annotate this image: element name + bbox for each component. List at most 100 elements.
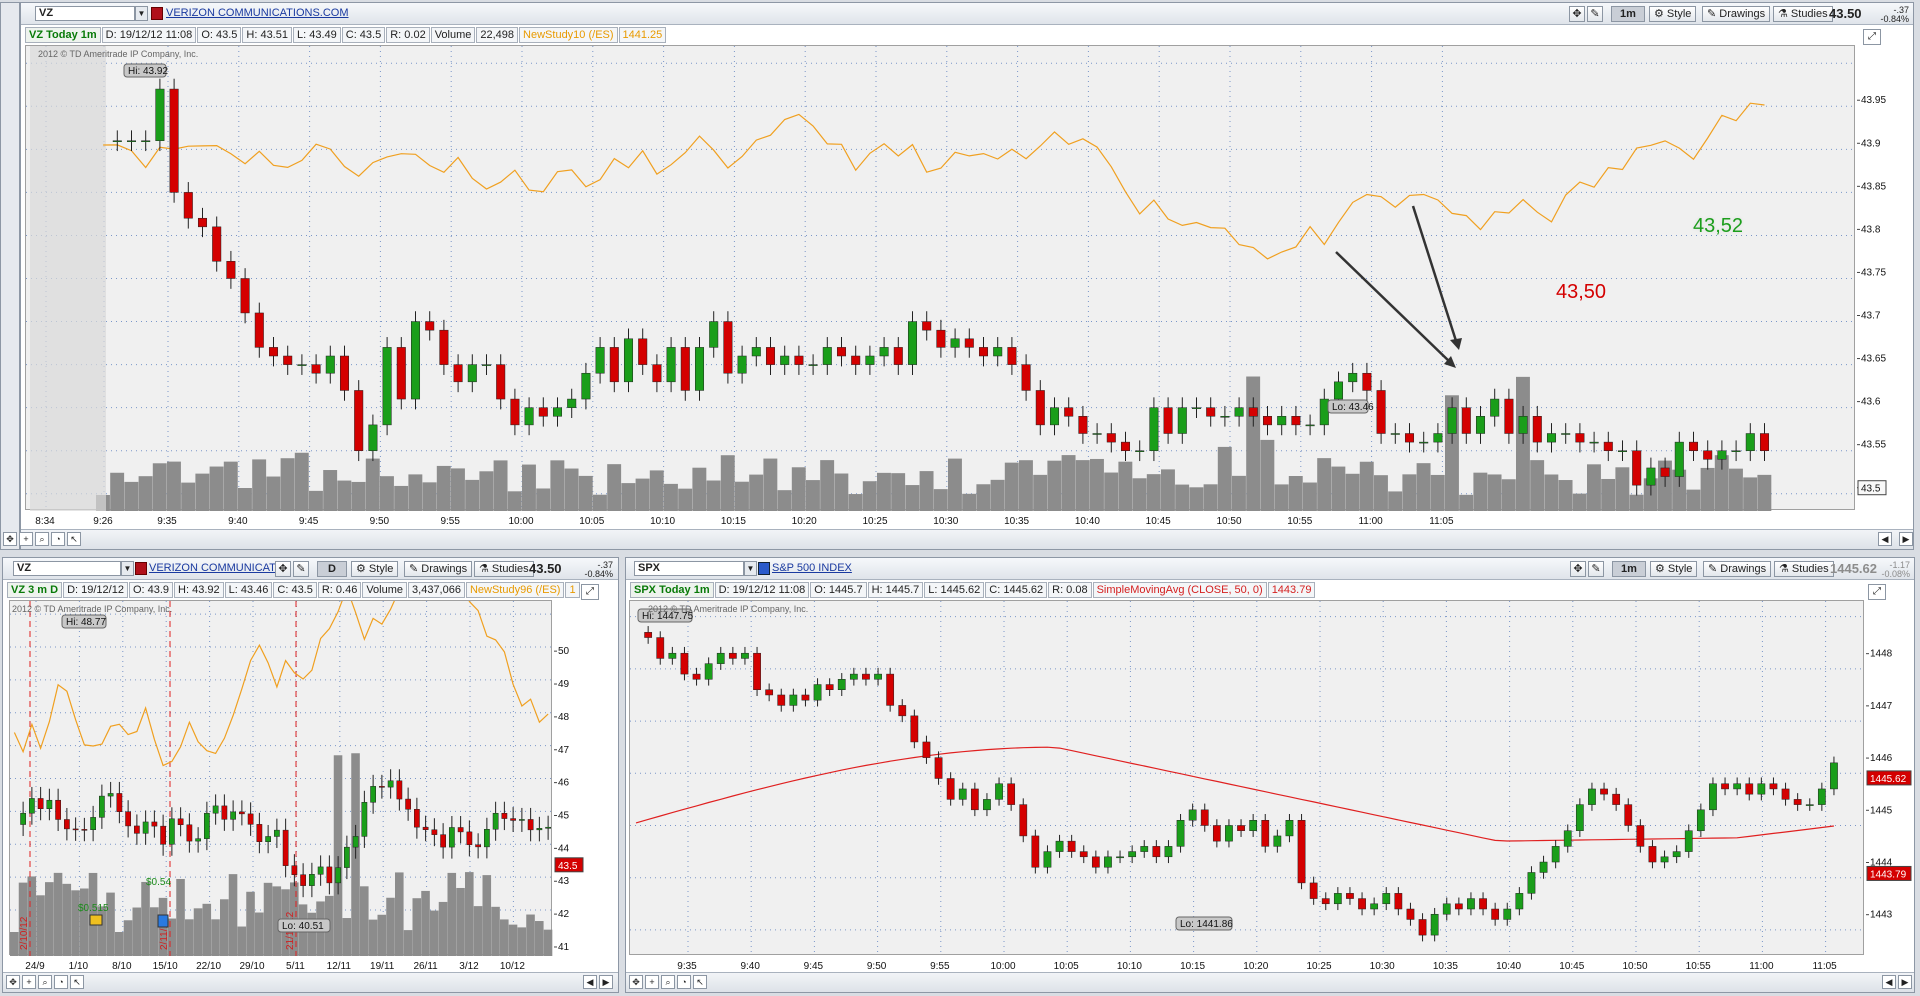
candle-body xyxy=(457,827,464,833)
br-comment-icon[interactable]: ◔ xyxy=(677,975,691,989)
volume-bar xyxy=(1388,491,1403,511)
zoom-in-icon[interactable]: + xyxy=(19,532,33,546)
bl-info-volume-label: Volume xyxy=(362,582,408,598)
br-pan-icon[interactable]: ✥ xyxy=(629,975,643,989)
volume-bar xyxy=(88,872,98,956)
candle-body xyxy=(716,652,725,664)
br-description-link[interactable]: S&P 500 INDEX xyxy=(772,562,852,574)
br-chart-settings-icon[interactable]: ⤢ xyxy=(1868,584,1886,600)
bl-drawings-button[interactable]: ✎ Drawings xyxy=(404,561,473,577)
style-button[interactable]: ⚙ Style xyxy=(1649,6,1697,22)
br-chart-name: SPX Today 1m xyxy=(630,582,714,598)
volume-bar xyxy=(456,887,465,956)
candle-body xyxy=(1603,441,1613,451)
bl-pointer-icon[interactable]: ↖ xyxy=(70,975,84,989)
candle-body xyxy=(414,809,420,828)
br-scroll-left-icon[interactable]: ◀ xyxy=(1882,975,1896,989)
pointer-icon[interactable]: ↖ xyxy=(67,532,81,546)
price-tick-label: 43.85 xyxy=(1861,181,1886,192)
candle-body xyxy=(652,364,662,383)
candle-body xyxy=(1248,407,1258,417)
br-crosshair-icon[interactable]: ✥ xyxy=(1570,561,1586,577)
volume-bar xyxy=(862,481,877,511)
link-flag-icon[interactable] xyxy=(151,7,163,20)
top-scroll-left-icon[interactable]: ◀ xyxy=(1878,532,1892,546)
br-symbol-input[interactable]: SPX xyxy=(634,561,744,576)
br-zoom-icon[interactable]: ⌕ xyxy=(661,975,675,989)
time-tick-label: 10:05 xyxy=(1054,961,1079,972)
bl-crosshair-icon[interactable]: ✥ xyxy=(275,561,291,577)
candle-body xyxy=(765,347,776,365)
top-plot-area[interactable]: Hi: 43.92 Lo: 43.46 2012 © TD Ameritrade … xyxy=(25,45,1856,511)
bl-style-button[interactable]: ⚙ Style xyxy=(351,561,399,577)
candle-body xyxy=(922,741,931,758)
drawing-tool-icon[interactable]: ✎ xyxy=(1587,6,1603,22)
candle-body xyxy=(1769,783,1778,790)
br-style-button[interactable]: ⚙ Style xyxy=(1650,561,1698,577)
timeframe-button[interactable]: 1m xyxy=(1611,6,1645,22)
bl-chart-settings-icon[interactable]: ⤢ xyxy=(581,584,599,600)
br-scroll-right-icon[interactable]: ▶ xyxy=(1898,975,1912,989)
br-chart-svg: Hi: 1447.75 Lo: 1441.86 xyxy=(630,601,1865,956)
br-symbol-dropdown-icon[interactable]: ▼ xyxy=(744,561,757,576)
volume-bar xyxy=(18,882,28,956)
candle-body xyxy=(361,802,368,837)
candle-body xyxy=(396,780,403,800)
bl-comment-icon[interactable]: ◔ xyxy=(54,975,68,989)
symbol-input[interactable]: VZ xyxy=(35,6,135,21)
volume-bar xyxy=(1516,376,1530,511)
candle-body xyxy=(1285,820,1294,837)
candle-body xyxy=(1660,856,1669,863)
bl-zoom-icon[interactable]: ⌕ xyxy=(38,975,52,989)
br-drawings-button[interactable]: ✎ Drawings xyxy=(1703,561,1772,577)
br-plot-area[interactable]: Hi: 1447.75 Lo: 1441.86 2012 © TD Ameritr… xyxy=(629,600,1865,956)
last-price: 43.50 xyxy=(1829,6,1862,21)
drawings-button[interactable]: ✎ Drawings xyxy=(1702,6,1771,22)
symbol-description-link[interactable]: VERIZON COMMUNICATIONS.COM xyxy=(166,7,349,19)
bl-info-close: C: 43.5 xyxy=(273,582,317,598)
br-zoom-in-icon[interactable]: + xyxy=(645,975,659,989)
bl-time-axis: 24/9 1/10 8/10 15/10 22/10 29/10 5/11 12/11 19/1… xyxy=(25,961,525,972)
bl-info-date: D: 19/12/12 xyxy=(63,582,128,598)
volume-bar xyxy=(176,878,185,956)
bl-timeframe-button[interactable]: D xyxy=(317,561,347,577)
crosshair-tool-icon[interactable]: ✥ xyxy=(1569,6,1585,22)
bl-pan-icon[interactable]: ✥ xyxy=(6,975,20,989)
zoom-icon[interactable]: ⌕ xyxy=(35,532,49,546)
bl-symbol-dropdown-icon[interactable]: ▼ xyxy=(121,561,134,576)
price-tick-label: 43.6 xyxy=(1861,397,1881,408)
candle-body xyxy=(545,826,551,829)
bl-studies-button[interactable]: ⚗ Studies xyxy=(474,561,534,577)
bl-scroll-right-icon[interactable]: ▶ xyxy=(599,975,613,989)
studies-button[interactable]: ⚗ Studies xyxy=(1773,6,1833,22)
volume-bar xyxy=(1232,475,1246,511)
bl-link-flag-icon[interactable] xyxy=(135,562,147,575)
comment-icon[interactable]: ◔ xyxy=(51,532,65,546)
low-label-box xyxy=(1327,399,1369,414)
candle-body xyxy=(268,347,279,357)
chart-settings-icon[interactable]: ⤢ xyxy=(1863,29,1881,45)
candle-body xyxy=(265,836,271,842)
bl-scroll-left-icon[interactable]: ◀ xyxy=(583,975,597,989)
br-drawing-tool-icon[interactable]: ✎ xyxy=(1588,561,1604,577)
br-pointer-icon[interactable]: ↖ xyxy=(693,975,707,989)
scroll-right-icon[interactable]: ▶ xyxy=(1899,532,1913,546)
candle-body xyxy=(291,865,298,875)
br-drawings-label: Drawings xyxy=(1720,563,1767,575)
pan-tool-icon[interactable]: ✥ xyxy=(3,532,17,546)
candle-body xyxy=(1503,908,1512,920)
bl-description-link[interactable]: VERIZON COMMUNICAT... xyxy=(149,562,284,574)
br-studies-button[interactable]: ⚗ Studies xyxy=(1774,561,1834,577)
bl-drawing-tool-icon[interactable]: ✎ xyxy=(293,561,309,577)
br-link-flag-icon[interactable] xyxy=(758,562,770,575)
br-timeframe-button[interactable]: 1m xyxy=(1612,561,1646,577)
bl-zoom-in-icon[interactable]: + xyxy=(22,975,36,989)
symbol-dropdown-icon[interactable]: ▼ xyxy=(135,6,148,21)
time-tick-label: 24/9 xyxy=(25,961,45,972)
volume-bar xyxy=(948,458,962,511)
volume-bar xyxy=(150,907,159,956)
bl-symbol-input[interactable]: VZ xyxy=(13,561,121,576)
price-tick-label: 43.65 xyxy=(1861,354,1886,365)
